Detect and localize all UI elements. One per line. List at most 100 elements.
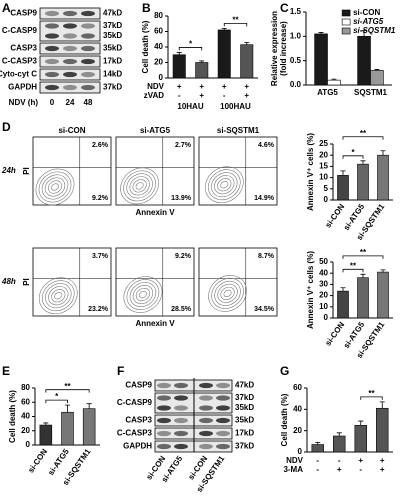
legend-label: si-SQSTM1 <box>353 26 396 35</box>
significance-label: ** <box>360 129 367 138</box>
y-tick-label: 40 <box>154 42 163 51</box>
error-bar <box>244 41 250 45</box>
contour <box>50 183 60 191</box>
significance-bracket <box>178 47 203 51</box>
flow-plot <box>198 136 278 206</box>
error-bar <box>336 432 342 436</box>
error-bar <box>380 150 386 156</box>
row-label: NDV <box>286 456 304 465</box>
row-label: zVAD <box>144 91 165 100</box>
significance-bracket <box>342 268 364 273</box>
bar <box>337 290 349 319</box>
band <box>199 443 213 450</box>
contour <box>45 283 72 309</box>
contour <box>41 280 75 312</box>
bar <box>337 175 349 201</box>
band <box>45 71 59 78</box>
contour <box>132 179 147 193</box>
row-label: 24h <box>1 166 16 175</box>
contour <box>120 167 160 205</box>
band <box>216 417 230 424</box>
y-tick-label: 60 <box>154 27 163 36</box>
contour <box>217 283 238 303</box>
contour <box>211 278 244 309</box>
quadrant-percent: 28.5% <box>171 306 192 313</box>
flow-plot <box>115 136 195 206</box>
contour <box>129 282 157 308</box>
band <box>81 33 95 39</box>
group-label: 100HAU <box>220 102 251 111</box>
band-name: CASP9 <box>125 381 152 390</box>
bar <box>377 271 389 319</box>
band-name: Cyto-cyt C <box>0 70 37 79</box>
band <box>157 443 171 450</box>
bar <box>370 70 384 86</box>
row-value: + <box>380 465 385 474</box>
error-bar <box>374 69 380 71</box>
y-tick-label: 50 <box>319 257 328 266</box>
row-value: - <box>359 465 362 474</box>
band <box>81 10 95 17</box>
lane-label: 48 <box>84 98 93 107</box>
group-label: 10HAU <box>177 102 203 111</box>
band-size: 47kD <box>235 381 254 390</box>
contour <box>123 276 163 313</box>
y-axis-label: Annexin V⁺ cells (%) <box>306 133 315 211</box>
column-label: si-CON <box>58 126 85 135</box>
quadrant-percent: 13.9% <box>171 195 192 202</box>
y-tick-label: 60 <box>21 397 30 406</box>
row-value: + <box>380 456 385 465</box>
band <box>63 23 77 29</box>
y-tick-label: 0 <box>324 195 329 204</box>
y-tick-label: 40 <box>293 404 302 413</box>
contour <box>214 175 235 195</box>
band-size: 47kD <box>103 9 122 18</box>
quadrant-percent: 4.6% <box>258 142 275 149</box>
significance-bracket <box>45 389 90 393</box>
bar <box>357 163 369 201</box>
row-value: + <box>199 91 204 100</box>
y-tick-label: 1.0 <box>290 31 302 40</box>
band <box>45 84 59 91</box>
quadrant-percent: 34.5% <box>254 306 275 313</box>
error-bar <box>86 403 92 409</box>
error-bar <box>360 273 366 278</box>
quadrant-percent: 2.7% <box>175 142 192 149</box>
contour <box>38 277 78 315</box>
contour <box>123 170 156 202</box>
band <box>81 84 95 91</box>
y-tick-label: 20 <box>319 150 328 159</box>
band <box>157 430 171 437</box>
error-bar <box>379 401 385 409</box>
y-tick-label: 0 <box>26 440 31 449</box>
lane-label: 0 <box>50 98 55 107</box>
band <box>216 405 230 411</box>
axis-label: Annexin V <box>135 319 175 328</box>
panel-label: A <box>2 1 11 15</box>
band <box>63 33 77 39</box>
band <box>45 58 59 65</box>
band-size: 37kD <box>235 393 254 402</box>
contour <box>211 172 238 198</box>
band-size: 35kD <box>103 44 122 53</box>
panel-label: G <box>280 364 289 378</box>
bar <box>172 54 186 79</box>
y-axis-label: Relative expression <box>270 11 279 86</box>
band <box>216 395 230 401</box>
band <box>157 395 171 401</box>
band <box>63 10 77 17</box>
contour <box>48 286 69 306</box>
band <box>157 405 171 411</box>
band <box>199 405 213 411</box>
contour <box>207 169 241 201</box>
bar <box>311 444 324 453</box>
contour <box>47 180 63 194</box>
y-axis-label: Cell death (%) <box>8 390 17 443</box>
y-tick-label: 80 <box>21 383 30 392</box>
error-bar <box>43 422 49 426</box>
row-value: + <box>222 82 227 91</box>
legend-swatch <box>341 18 351 26</box>
y-tick-label: 0 <box>324 313 329 322</box>
error-bar <box>361 30 367 37</box>
